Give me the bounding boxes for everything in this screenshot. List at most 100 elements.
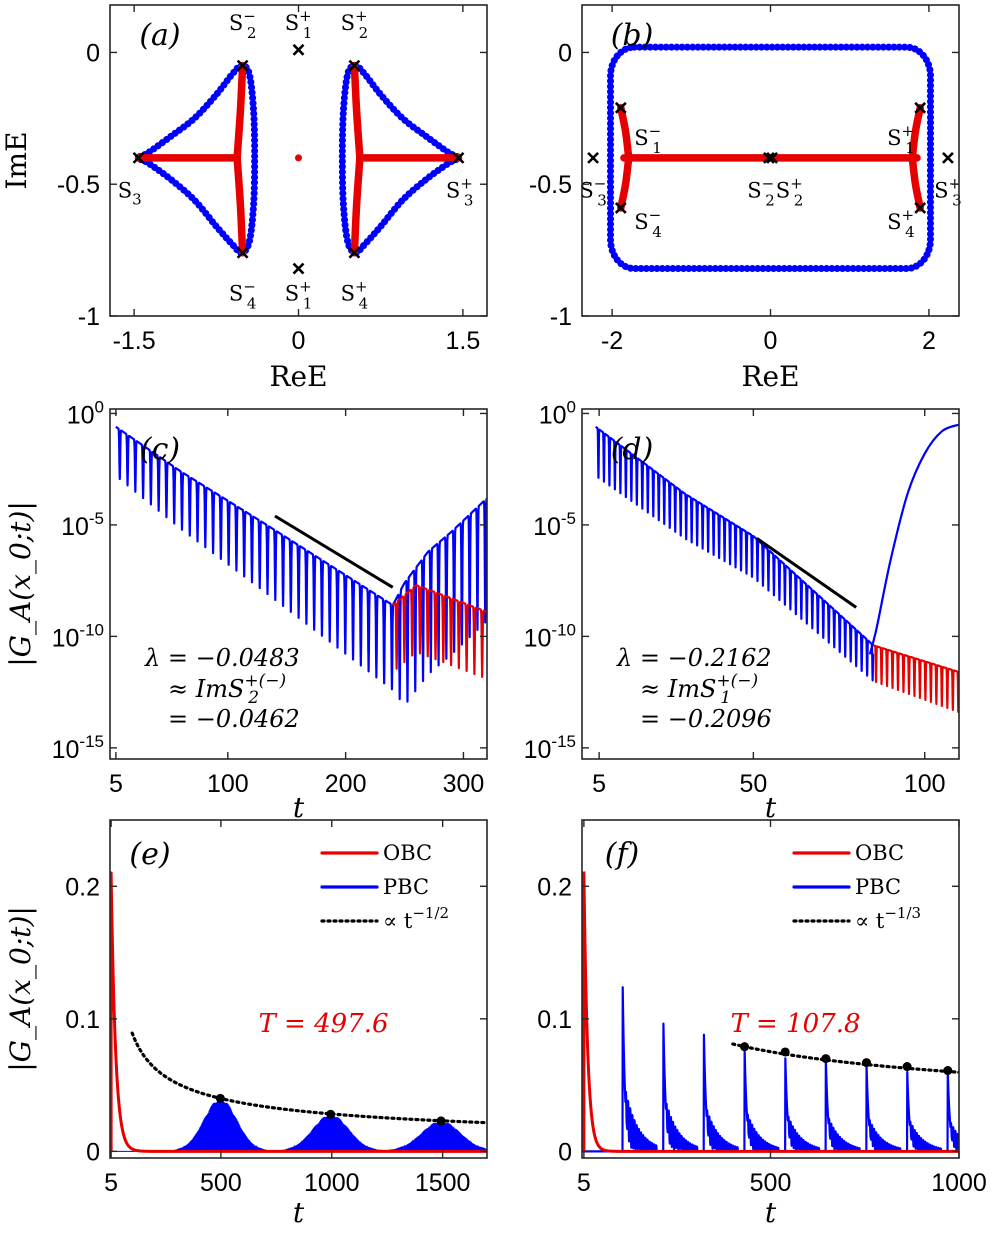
saddle-label: S+ 1	[285, 277, 313, 312]
peak-marker	[902, 1062, 912, 1072]
y-axis-label: ImE	[0, 131, 33, 189]
x-axis-label: ReE	[741, 360, 799, 393]
legend-label: ∝ t−1/2	[383, 904, 449, 933]
axes-box	[109, 819, 488, 1159]
obc-spectrum-branch	[617, 104, 633, 162]
saddle-point-marker	[614, 202, 627, 214]
saddle-point-marker	[762, 151, 775, 164]
plot-content	[594, 423, 959, 714]
y-tick-label: 100	[539, 397, 576, 429]
legend-label: PBC	[855, 875, 901, 899]
y-tick-label: 10-15	[524, 732, 576, 764]
panel-label: (c)	[140, 432, 180, 467]
obc-spectrum-branch	[350, 61, 364, 162]
saddle-label: S+ 2	[341, 7, 369, 42]
x-tick-label: 2	[922, 327, 936, 355]
saddle-label: S− 2	[747, 174, 775, 209]
saddle-point-marker	[236, 246, 249, 259]
saddle-label: S− 4	[634, 206, 662, 241]
saddle-point-marker	[132, 151, 145, 164]
plot-content	[110, 871, 487, 1153]
peak-marker	[740, 1042, 750, 1052]
panel-label: (b)	[611, 18, 654, 53]
peak-marker	[436, 1116, 446, 1126]
x-tick-label: -1.5	[113, 327, 156, 355]
x-tick-label: 1000	[931, 1169, 987, 1197]
plot-area	[582, 409, 959, 759]
panel-f: 5 500 1000 0 0.1 0.2 (f) OBC PBC ∝ t−1/3 T = 107.8…	[537, 819, 987, 1229]
y-tick-label: 0	[86, 1138, 100, 1166]
obc-spectrum-branch	[350, 154, 364, 257]
fit-line	[755, 537, 858, 609]
y-tick-label: 0.1	[537, 1006, 572, 1034]
saddle-label: S+ 3	[446, 174, 474, 209]
x-tick-label: 200	[325, 770, 367, 798]
y-tick-label: 0	[558, 1138, 572, 1166]
panel-label: (e)	[129, 837, 170, 872]
y-axis-label: |G_A(x_0;t)|	[4, 906, 37, 1072]
obc-spectrum-point	[295, 154, 302, 162]
x-tick-label: -2	[601, 327, 623, 355]
saddle-label: S+ 1	[285, 7, 313, 42]
saddle-label: S+ 4	[887, 206, 915, 241]
period-label: T = 107.8	[730, 1009, 860, 1039]
saddle-point-marker	[766, 151, 779, 164]
x-tick-label: 300	[443, 770, 485, 798]
panel-b: S− 1 S+ 1S− 2 S+ 2S− 3 S+ 3S− 4 S+ 4-2 0 20-0.5-1(b)Re…	[529, 4, 962, 393]
decay-rate-approx: ≈ ImS+(−) 1	[640, 671, 758, 708]
x-tick-label: 0	[764, 327, 778, 355]
plot-area	[110, 820, 487, 1158]
saddle-point-marker	[941, 151, 954, 164]
panel-d: 5 50 100 100 10-5 10-10 10-15 (d) λ = −0.2162≈ I…	[524, 397, 960, 824]
power-law-guide	[731, 1042, 959, 1074]
panel-label: (f)	[605, 837, 640, 872]
saddle-label: S+ 4	[341, 277, 369, 312]
peak-marker	[821, 1054, 831, 1064]
x-tick-label: 1500	[415, 1169, 471, 1197]
y-tick-label: -0.5	[529, 171, 572, 199]
y-tick-label: 0.1	[65, 1006, 100, 1034]
obc-spectrum-branch	[617, 154, 633, 212]
decay-rate-value: = −0.0462	[168, 705, 300, 733]
saddle-point-marker	[236, 59, 249, 72]
x-tick-label: 5	[109, 770, 123, 798]
legend-label: OBC	[855, 841, 904, 865]
saddle-point-marker	[587, 151, 600, 164]
legend-label: OBC	[383, 841, 432, 865]
y-tick-label: 100	[67, 397, 104, 429]
y-tick-label: 10-5	[533, 509, 576, 541]
pbc-trace	[115, 425, 487, 703]
x-tick-label: 5	[592, 770, 606, 798]
peak-marker	[943, 1066, 953, 1076]
saddle-point-marker	[292, 262, 305, 275]
decay-rate-lambda: λ = −0.2162	[616, 644, 772, 672]
pbc-spectrum-loop	[134, 62, 259, 257]
y-tick-label: 10-10	[524, 620, 576, 652]
saddle-point-marker	[914, 202, 927, 214]
saddle-label: S− 2	[229, 7, 257, 42]
saddle-label: S− 4	[229, 277, 257, 312]
y-tick-label: -1	[78, 303, 100, 331]
x-axis-label: t	[765, 791, 777, 824]
saddle-label: S3	[118, 178, 142, 208]
plot-area	[582, 820, 959, 1158]
x-tick-label: 1.5	[446, 327, 481, 355]
pbc-trace	[594, 425, 875, 682]
legend-label: PBC	[383, 875, 429, 899]
x-axis-label: ReE	[269, 360, 327, 393]
saddle-point-marker	[348, 246, 361, 259]
panel-e: 5 500 1000 1500 0 0.1 0.2 (e) OBC PBC ∝ t−1/2 T = 4…	[4, 819, 488, 1229]
y-axis-label: |G_A(x_0;t)|	[4, 501, 37, 667]
panel-c: 5 100 200 300 100 10-5 10-10 10-15 (c) λ = −0.048…	[4, 397, 488, 824]
y-tick-label: 0.2	[537, 873, 572, 901]
peak-marker	[215, 1093, 225, 1103]
y-tick-label: 10-10	[52, 620, 104, 652]
y-tick-label: 0.2	[65, 873, 100, 901]
y-tick-label: -0.5	[57, 171, 100, 199]
axes-box	[109, 408, 488, 760]
obc-trace	[110, 871, 487, 1153]
fit-line	[274, 514, 394, 589]
y-tick-label: -1	[550, 303, 572, 331]
decay-rate-approx: ≈ ImS+(−) 2	[168, 671, 286, 708]
